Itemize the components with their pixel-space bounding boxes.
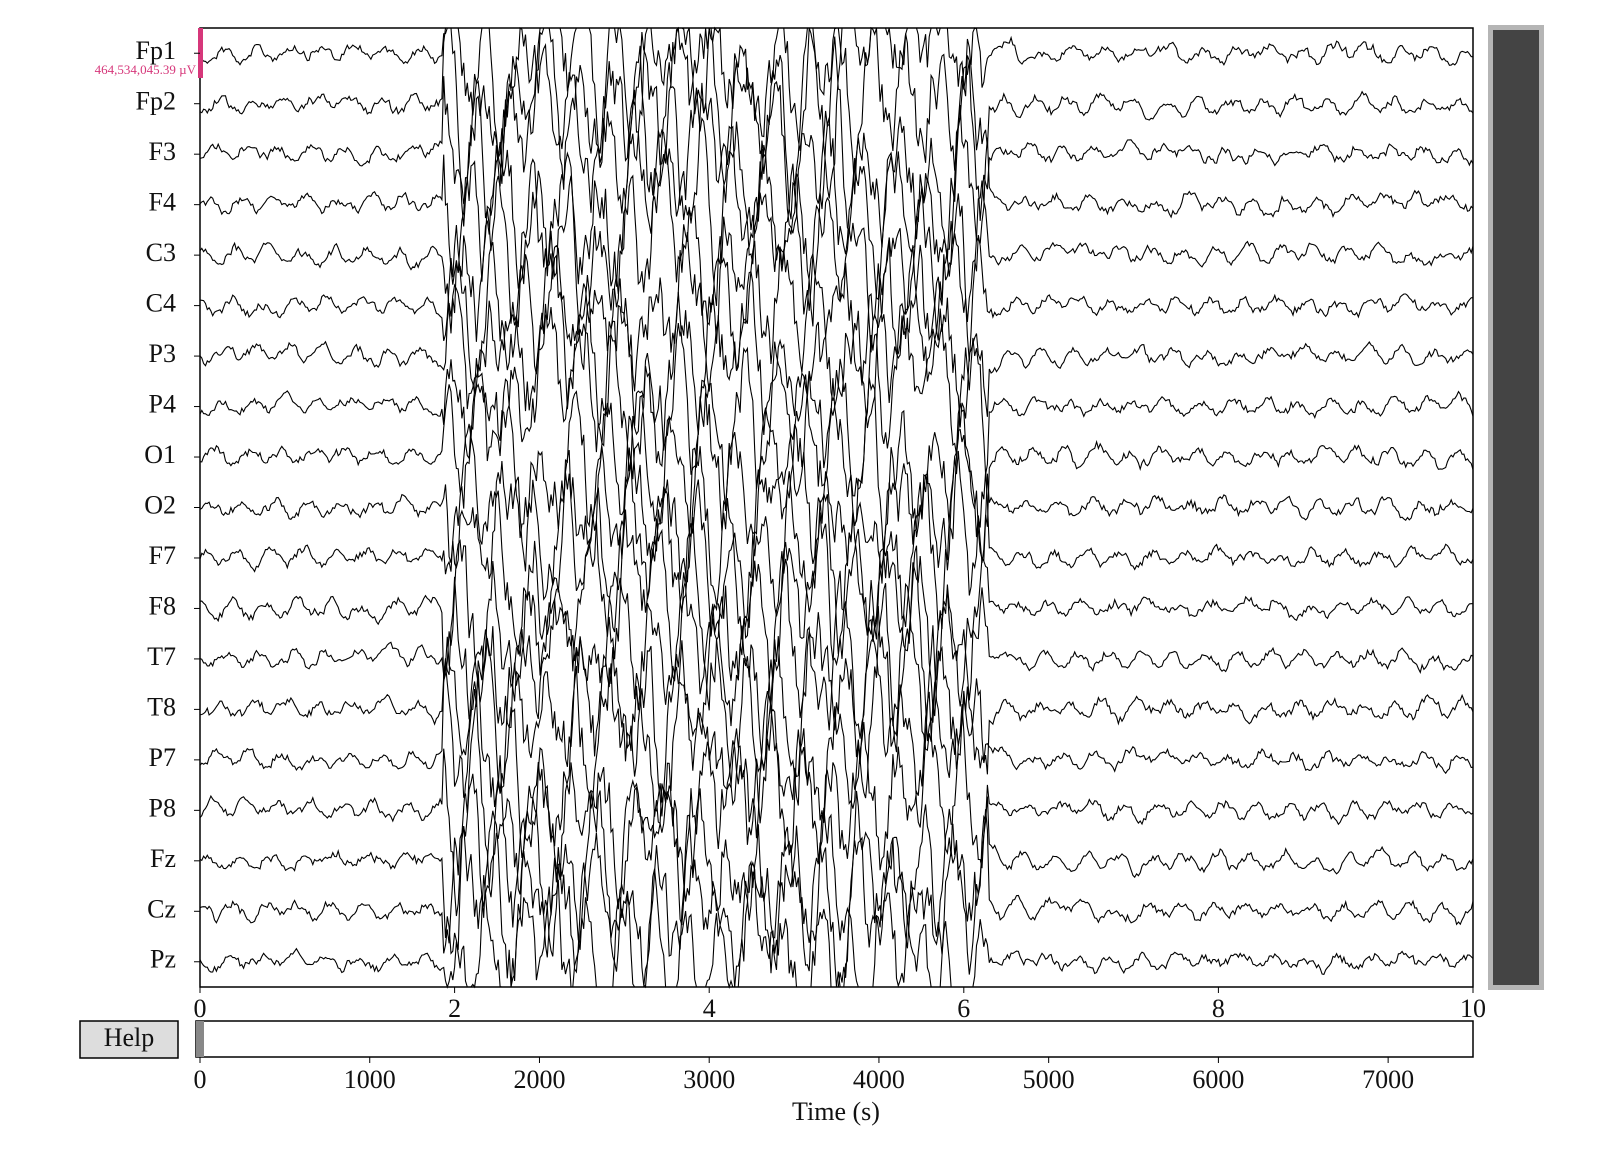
channel-label: P3 — [149, 339, 176, 368]
channel-label: O1 — [144, 440, 176, 469]
eeg-trace — [199, 128, 1474, 392]
channel-label: F7 — [149, 541, 176, 570]
channel-label: P8 — [149, 793, 176, 822]
channel-label: Cz — [147, 894, 176, 923]
x-tick-label: 0 — [194, 994, 207, 1023]
eeg-trace — [199, 755, 1474, 972]
eeg-trace — [199, 245, 1474, 451]
channel-label: T7 — [147, 642, 176, 671]
eeg-trace — [199, 224, 1474, 429]
eeg-trace — [199, 291, 1474, 527]
eeg-trace — [199, 423, 1474, 659]
eeg-trace — [199, 625, 1474, 880]
help-button-label[interactable]: Help — [104, 1023, 155, 1052]
x-tick-label: 8 — [1212, 994, 1225, 1023]
channel-label: P4 — [149, 390, 176, 419]
channel-label: Fz — [150, 844, 176, 873]
horizontal-scrollbar[interactable] — [195, 1020, 1474, 1058]
eeg-trace — [199, 681, 1474, 917]
channel-label: C3 — [146, 238, 176, 267]
eeg-trace — [199, 87, 1474, 327]
overview-tick-label: 2000 — [513, 1065, 565, 1094]
overview-tick-label: 3000 — [683, 1065, 735, 1094]
x-tick-label: 10 — [1460, 994, 1486, 1023]
channel-label: F8 — [149, 591, 176, 620]
channel-label: C4 — [146, 289, 176, 318]
channel-label: O2 — [144, 490, 176, 519]
scale-bar — [198, 28, 203, 78]
eeg-trace — [199, 358, 1474, 564]
channel-label: F4 — [149, 188, 176, 217]
eeg-trace — [199, 402, 1474, 639]
x-tick-label: 2 — [448, 994, 461, 1023]
channel-label: Fp2 — [136, 87, 176, 116]
channel-label: Pz — [150, 945, 176, 974]
overview-tick-label: 4000 — [853, 1065, 905, 1094]
overview-tick-label: 7000 — [1362, 1065, 1414, 1094]
channel-label: Fp1 — [136, 36, 176, 65]
x-axis-label: Time (s) — [792, 1097, 880, 1126]
channel-label: T8 — [147, 692, 176, 721]
vertical-scroll-thumb[interactable] — [1493, 30, 1539, 985]
overview-tick-label: 5000 — [1023, 1065, 1075, 1094]
overview-tick-label: 6000 — [1192, 1065, 1244, 1094]
horizontal-scroll-thumb[interactable] — [196, 1021, 204, 1057]
overview-tick-label: 1000 — [344, 1065, 396, 1094]
scale-label: 464,534,045.39 µV — [95, 62, 197, 77]
eeg-trace — [199, 570, 1474, 824]
x-tick-label: 4 — [703, 994, 716, 1023]
help-button[interactable] — [79, 1020, 179, 1059]
eeg-trace — [199, 545, 1474, 807]
eeg-trace — [199, 26, 1474, 199]
overview-tick-label: 0 — [194, 1065, 207, 1094]
eeg-trace — [199, 36, 1474, 277]
x-tick-label: 6 — [957, 994, 970, 1023]
channel-label: P7 — [149, 743, 176, 772]
eeg-trace — [199, 509, 1473, 711]
channel-label: F3 — [149, 137, 176, 166]
